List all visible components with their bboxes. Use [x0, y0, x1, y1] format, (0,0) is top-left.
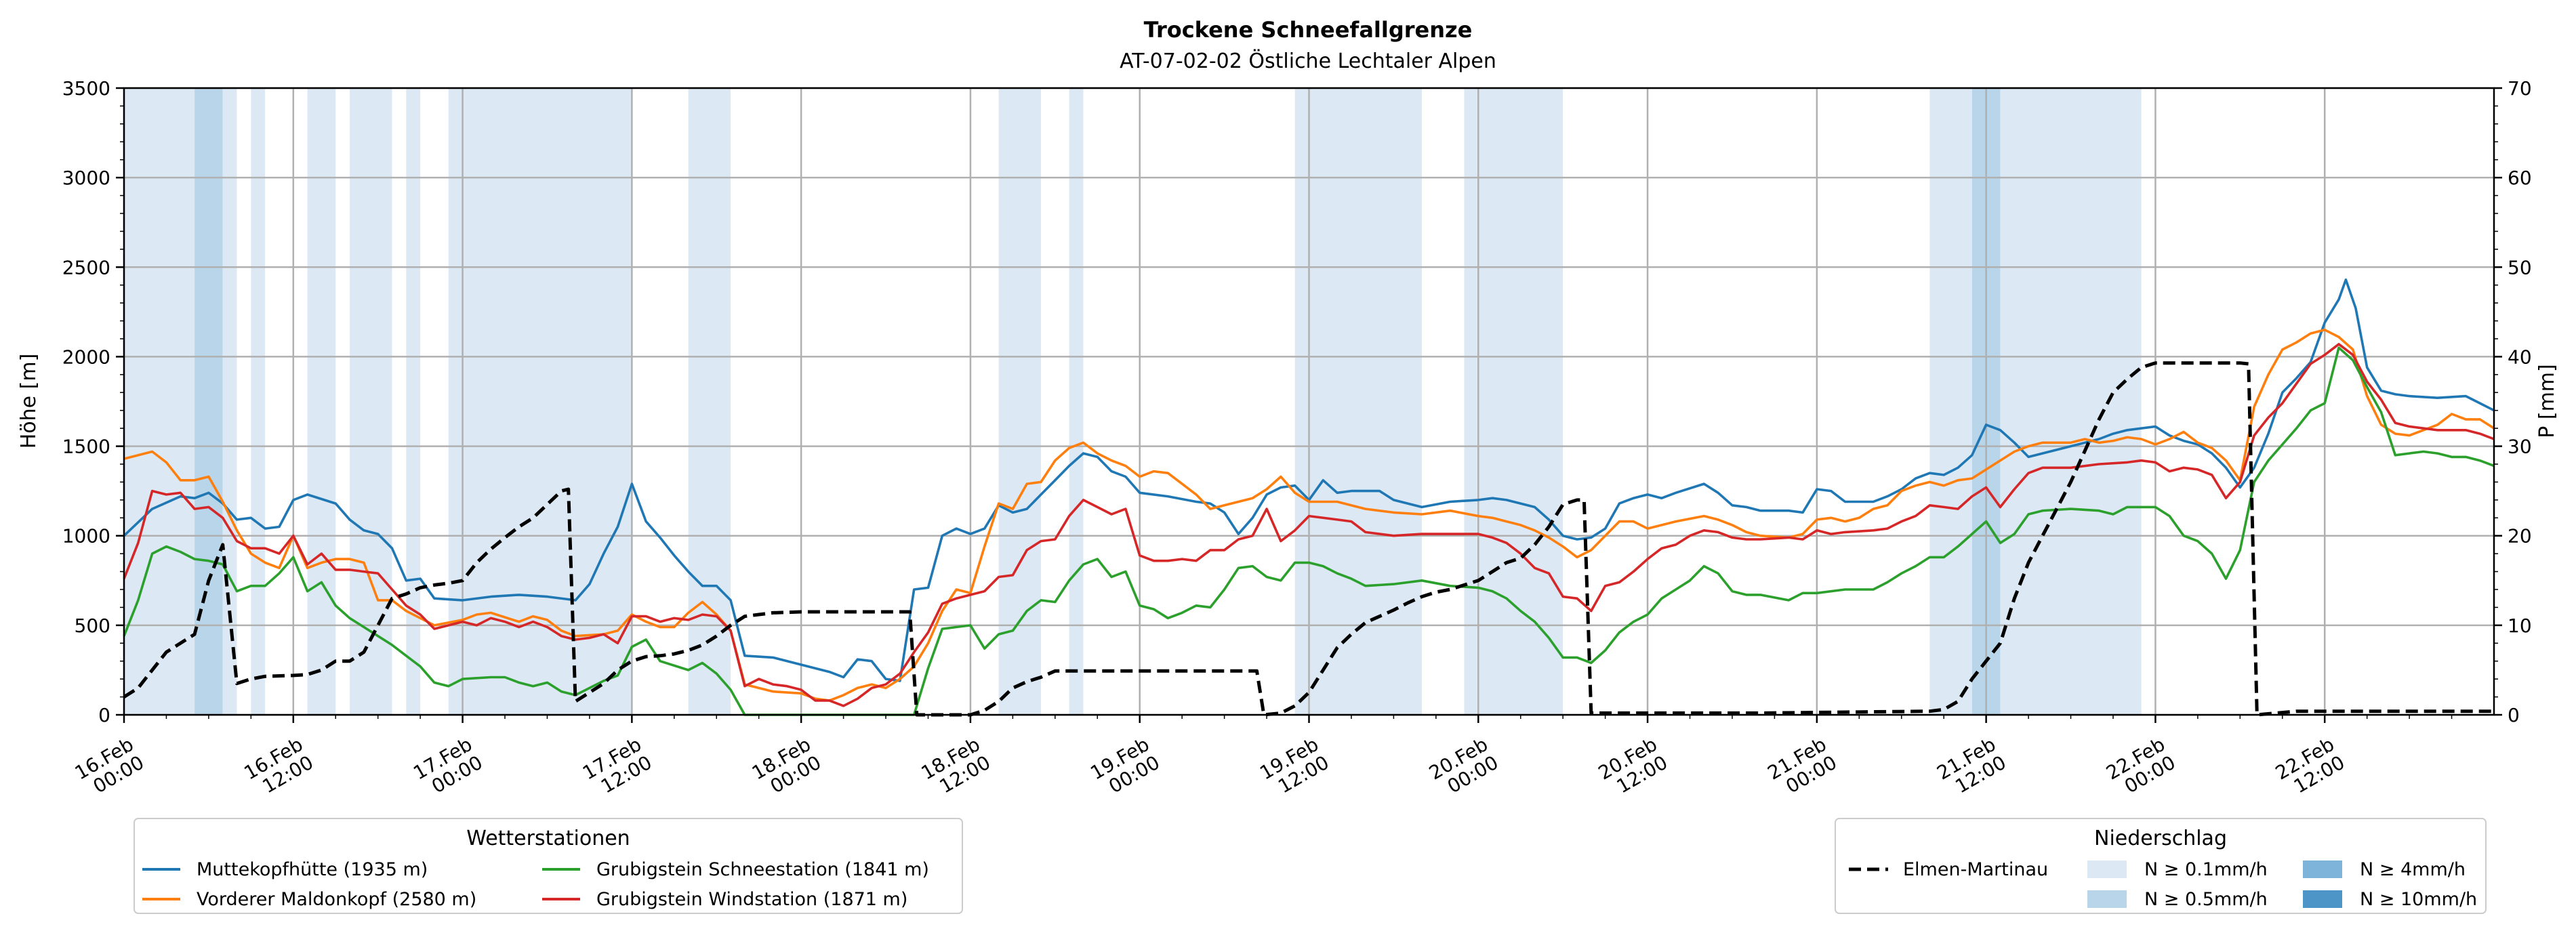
- x-tick-label: 21.Feb12:00: [1933, 733, 2009, 802]
- series-line: [123, 361, 2494, 717]
- series-line: [123, 278, 2495, 682]
- series-lines: [123, 278, 2495, 717]
- legend-label: Grubigstein Windstation (1871 m): [596, 889, 907, 910]
- y2-axis-label: P [mm]: [2535, 364, 2559, 438]
- x-tick-label: 17.Feb12:00: [579, 733, 655, 802]
- legend-label: Grubigstein Schneestation (1841 m): [596, 859, 929, 880]
- y-tick-label: 1000: [62, 525, 110, 547]
- left-axis: 0 500 1000 1500 2000 2500 3000 3500: [62, 77, 124, 726]
- precip-band: [1294, 88, 1423, 715]
- legend-label: N ≥ 0.5mm/h: [2144, 889, 2268, 910]
- y2-tick-label: 60: [2508, 167, 2532, 189]
- legend-swatch-box: [2303, 861, 2342, 878]
- y-tick-label: 3500: [62, 77, 110, 100]
- y-axis-label: Höhe [m]: [17, 354, 41, 449]
- x-tick-label: 19.Feb12:00: [1256, 733, 1332, 802]
- precip-band: [307, 88, 336, 715]
- stations-legend-box: [134, 818, 963, 914]
- legend-swatch-box: [2303, 890, 2342, 908]
- x-tick-label: 16.Feb00:00: [71, 733, 148, 802]
- precip-band: [688, 88, 731, 715]
- precip-legend: Niederschlag Elmen-Martinau N ≥ 0.1mm/h N …: [1835, 818, 2487, 914]
- precip-band: [222, 88, 237, 715]
- legend-swatch-box: [2087, 861, 2127, 878]
- y2-tick-label: 30: [2508, 436, 2532, 458]
- precip-band: [2000, 88, 2142, 715]
- x-tick-label: 19.Feb00:00: [1086, 733, 1163, 802]
- precip-legend-title: Niederschlag: [2094, 827, 2227, 850]
- chart-title: Trockene Schneefallgrenze: [1144, 17, 1473, 43]
- chart-subtitle: AT-07-02-02 Östliche Lechtaler Alpen: [1120, 49, 1496, 73]
- precip-band: [406, 88, 421, 715]
- x-axis: 16.Feb00:00 16.Feb12:00 17.Feb00:00 17.Feb1…: [71, 715, 2453, 802]
- series-line: [123, 329, 2495, 702]
- y-tick-label: 3000: [62, 167, 110, 189]
- precipitation-bands: [124, 88, 2142, 715]
- precip-band: [124, 88, 195, 715]
- x-tick-label: 16.Feb12:00: [240, 733, 316, 802]
- y-tick-label: 0: [98, 704, 110, 726]
- stations-legend: Wetterstationen Muttekopfhütte (1935 m) V…: [134, 818, 963, 914]
- y-tick-label: 1500: [62, 436, 110, 458]
- legend-label: Muttekopfhütte (1935 m): [197, 859, 428, 880]
- y-tick-label: 2500: [62, 256, 110, 278]
- x-tick-label: 21.Feb00:00: [1764, 733, 1841, 802]
- precip-band: [1464, 88, 1563, 715]
- precip-band: [448, 88, 632, 715]
- precip-legend-box: [1835, 818, 2487, 914]
- right-axis: 0 10 20 30 40 50 60 70: [2494, 77, 2532, 726]
- y2-tick-label: 20: [2508, 525, 2532, 547]
- x-tick-label: 17.Feb00:00: [409, 733, 486, 802]
- y2-tick-label: 40: [2508, 346, 2532, 368]
- y-tick-label: 500: [75, 615, 110, 637]
- y-tick-label: 2000: [62, 346, 110, 368]
- x-tick-label: 20.Feb00:00: [1425, 733, 1502, 802]
- legend-label: N ≥ 0.1mm/h: [2144, 859, 2268, 880]
- precip-band: [1929, 88, 1972, 715]
- legend-label: N ≥ 10mm/h: [2360, 889, 2477, 910]
- legend-label: Elmen-Martinau: [1903, 859, 2048, 880]
- stations-legend-title: Wetterstationen: [466, 827, 630, 850]
- y2-tick-label: 10: [2508, 615, 2532, 637]
- x-tick-label: 22.Feb00:00: [2102, 733, 2179, 802]
- legend-label: N ≥ 4mm/h: [2360, 859, 2466, 880]
- y2-tick-label: 70: [2508, 77, 2532, 100]
- legend-swatch-box: [2087, 890, 2127, 908]
- precip-band: [350, 88, 392, 715]
- x-tick-label: 18.Feb00:00: [748, 733, 825, 802]
- precip-band: [998, 88, 1042, 715]
- y2-tick-label: 0: [2508, 704, 2520, 726]
- x-tick-label: 22.Feb12:00: [2272, 733, 2348, 802]
- x-tick-label: 20.Feb12:00: [1595, 733, 1671, 802]
- precip-band: [1069, 88, 1084, 715]
- y2-tick-label: 50: [2508, 256, 2532, 278]
- x-tick-label: 18.Feb12:00: [918, 733, 994, 802]
- series-line: [123, 346, 2495, 716]
- legend-label: Vorderer Maldonkopf (2580 m): [197, 889, 476, 910]
- precip-band: [251, 88, 266, 715]
- series-line: [123, 343, 2495, 707]
